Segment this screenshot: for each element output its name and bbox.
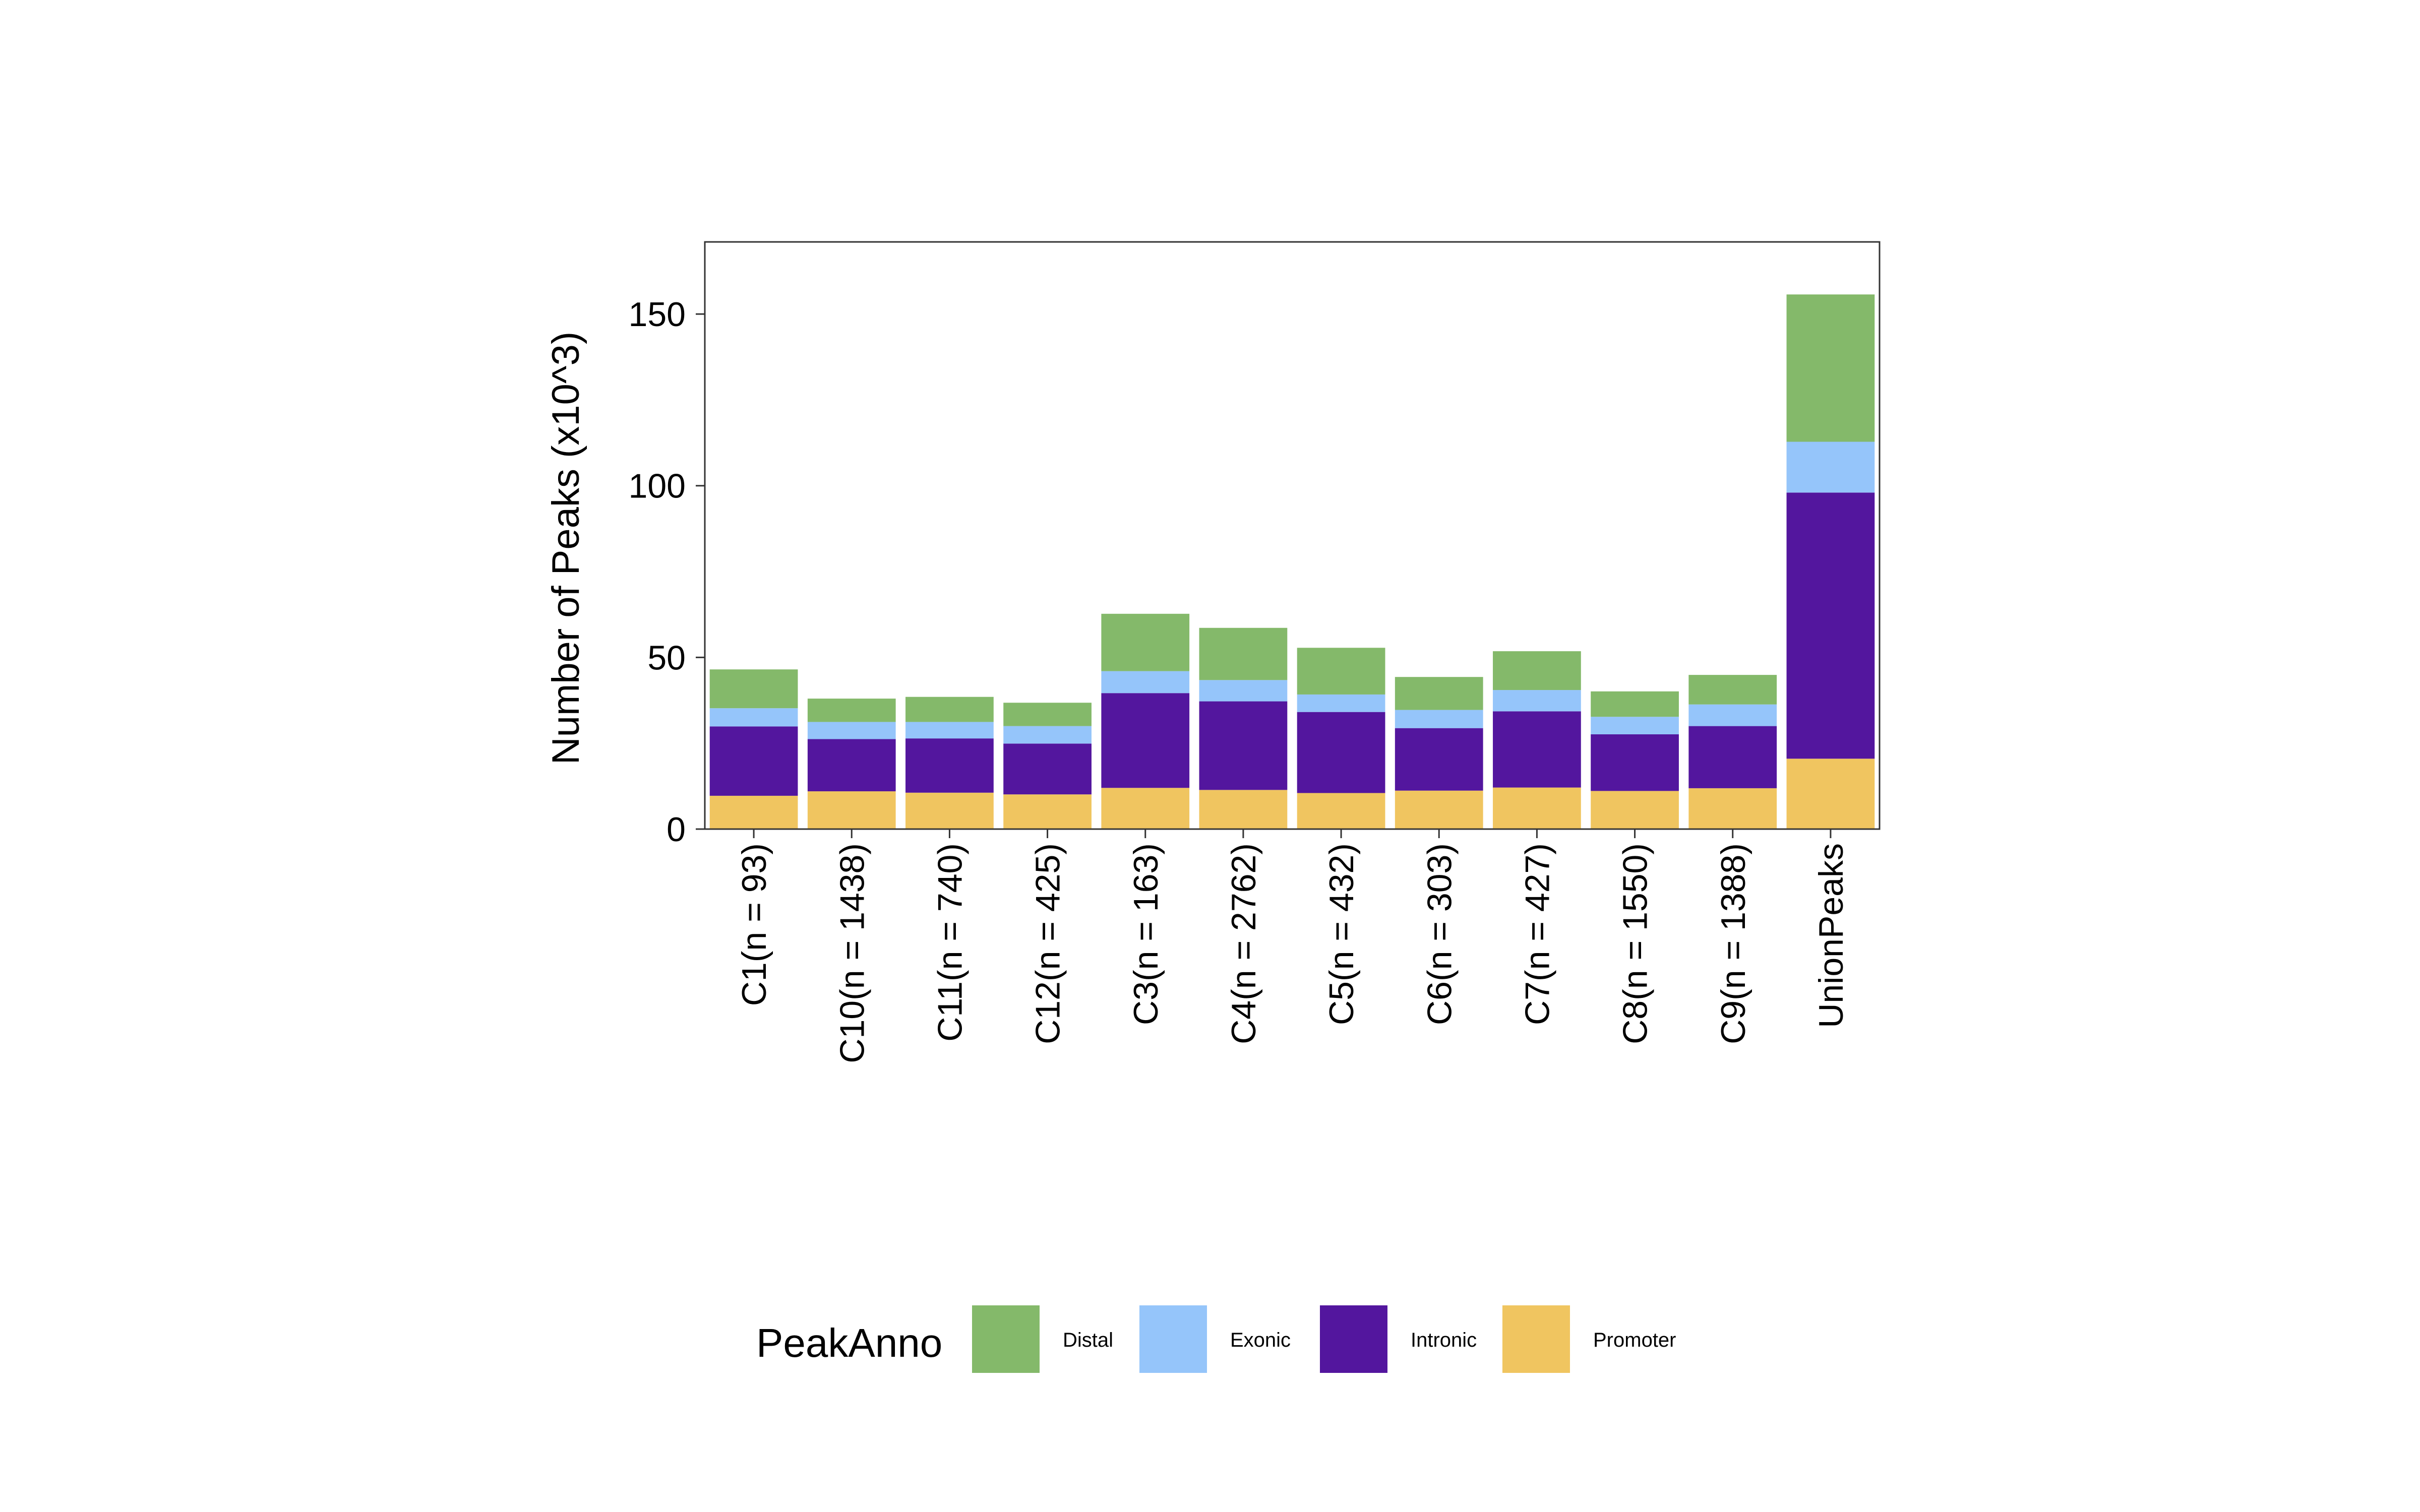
- legend-title: PeakAnno: [756, 1320, 942, 1365]
- legend-key-distal: [972, 1305, 1040, 1373]
- x-tick-label-c3-n-163: C3(n = 163): [1127, 843, 1165, 1025]
- x-tick-label-c11-n-740: C11(n = 740): [931, 843, 969, 1042]
- bar-c8-n-1550-exonic: [1591, 717, 1679, 734]
- plot-panel-border: [704, 241, 1881, 830]
- bar-c12-n-425-promoter: [1003, 794, 1092, 829]
- x-tick-label-c12-n-425: C12(n = 425): [1029, 843, 1067, 1044]
- bar-c6-n-303-promoter: [1395, 790, 1483, 829]
- legend-label-promoter: Promoter: [1593, 1329, 1676, 1351]
- x-tick-label-c4-n-2762: C4(n = 2762): [1225, 843, 1263, 1044]
- bar-c10-n-1438-intronic: [807, 739, 896, 792]
- bar-c10-n-1438-promoter: [807, 791, 896, 829]
- x-tick-label-unionpeaks: UnionPeaks: [1812, 843, 1850, 1028]
- bar-c7-n-427-promoter: [1493, 787, 1581, 829]
- bar-unionpeaks-distal: [1786, 294, 1875, 442]
- bar-c9-n-1388-distal: [1688, 675, 1777, 705]
- bar-c7-n-427-exonic: [1493, 690, 1581, 712]
- x-tick-label-c8-n-1550: C8(n = 1550): [1616, 843, 1655, 1044]
- bar-c10-n-1438-distal: [807, 699, 896, 722]
- bar-c5-n-432-intronic: [1297, 712, 1385, 793]
- y-axis-title: Number of Peaks (x10^3): [544, 332, 587, 765]
- bar-unionpeaks-intronic: [1786, 492, 1875, 759]
- bar-c3-n-163-promoter: [1101, 788, 1190, 829]
- bar-c10-n-1438-exonic: [807, 722, 896, 739]
- bar-c1-n-93-distal: [709, 669, 798, 709]
- bar-c5-n-432-promoter: [1297, 793, 1385, 829]
- x-tick-label-c1-n-93: C1(n = 93): [735, 843, 773, 1006]
- x-tick-label-c10-n-1438: C10(n = 1438): [833, 843, 871, 1063]
- legend-key-intronic: [1320, 1305, 1387, 1373]
- x-tick-label-c6-n-303: C6(n = 303): [1420, 843, 1459, 1025]
- bar-c12-n-425-distal: [1003, 703, 1092, 726]
- legend-key-promoter: [1502, 1305, 1570, 1373]
- bar-c6-n-303-distal: [1395, 677, 1483, 710]
- bar-c8-n-1550-intronic: [1591, 734, 1679, 791]
- bar-unionpeaks-exonic: [1786, 442, 1875, 493]
- bar-c12-n-425-exonic: [1003, 726, 1092, 744]
- x-tick-label-c5-n-432: C5(n = 432): [1322, 843, 1361, 1025]
- bar-c5-n-432-exonic: [1297, 694, 1385, 712]
- bar-c11-n-740-distal: [905, 697, 994, 722]
- bar-c11-n-740-intronic: [905, 738, 994, 793]
- legend: PeakAnno Distal Exonic Intronic Promoter: [756, 1305, 1676, 1373]
- bar-c9-n-1388-promoter: [1688, 788, 1777, 829]
- bar-c3-n-163-distal: [1101, 613, 1190, 671]
- x-axis: C1(n = 93) C10(n = 1438) C11(n = 740) C12(n…: [735, 829, 1850, 1063]
- bar-c6-n-303-intronic: [1395, 728, 1483, 791]
- bar-c5-n-432-distal: [1297, 648, 1385, 695]
- legend-label-intronic: Intronic: [1411, 1329, 1477, 1351]
- bar-c4-n-2762-exonic: [1199, 680, 1288, 702]
- bar-c1-n-93-intronic: [709, 726, 798, 796]
- bar-c1-n-93-promoter: [709, 795, 798, 829]
- x-tick-label-c7-n-427: C7(n = 427): [1518, 843, 1556, 1025]
- y-tick-label-0: 0: [667, 810, 686, 849]
- bar-c11-n-740-promoter: [905, 792, 994, 829]
- bars-layer: [709, 294, 1875, 829]
- y-tick-label-100: 100: [629, 467, 686, 506]
- bar-c7-n-427-intronic: [1493, 711, 1581, 788]
- legend-label-exonic: Exonic: [1230, 1329, 1291, 1351]
- bar-c7-n-427-distal: [1493, 651, 1581, 690]
- bar-c8-n-1550-promoter: [1591, 791, 1679, 829]
- legend-key-exonic: [1139, 1305, 1207, 1373]
- y-axis: 0 50 100 150: [629, 295, 705, 849]
- x-tick-label-c9-n-1388: C9(n = 1388): [1714, 843, 1752, 1044]
- bar-c4-n-2762-promoter: [1199, 790, 1288, 829]
- bar-c1-n-93-exonic: [709, 708, 798, 727]
- bar-c9-n-1388-intronic: [1688, 726, 1777, 788]
- y-tick-label-150: 150: [629, 295, 686, 334]
- bar-c4-n-2762-distal: [1199, 627, 1288, 680]
- legend-label-distal: Distal: [1063, 1329, 1113, 1351]
- bar-c11-n-740-exonic: [905, 722, 994, 739]
- bar-c3-n-163-intronic: [1101, 693, 1190, 788]
- bar-c9-n-1388-exonic: [1688, 704, 1777, 726]
- bar-c8-n-1550-distal: [1591, 691, 1679, 717]
- bar-c3-n-163-exonic: [1101, 671, 1190, 694]
- bar-c4-n-2762-intronic: [1199, 701, 1288, 790]
- bar-unionpeaks-promoter: [1786, 759, 1875, 829]
- bar-c6-n-303-exonic: [1395, 710, 1483, 728]
- bar-c12-n-425-intronic: [1003, 743, 1092, 795]
- y-tick-label-50: 50: [647, 639, 686, 677]
